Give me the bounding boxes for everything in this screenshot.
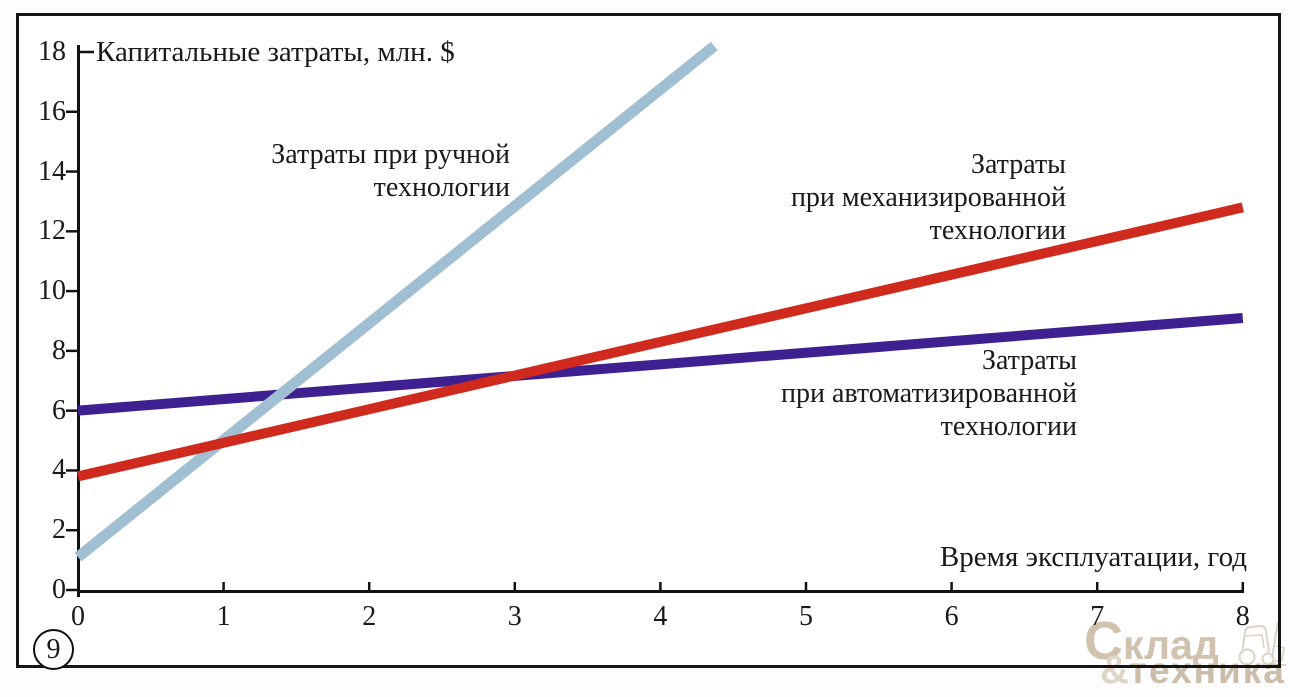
watermark-cap-letter: С <box>1084 611 1123 671</box>
y-tick-label: 12 <box>38 215 66 247</box>
x-tick-label: 4 <box>653 601 668 632</box>
y-tick-label: 14 <box>38 155 66 187</box>
series-label-automated-line1: Затраты <box>981 345 1077 376</box>
x-axis-title: Время эксплуатации, год <box>939 541 1247 573</box>
x-tick-label: 0 <box>71 601 85 632</box>
series-label-automated-line2: при автоматизированной <box>781 378 1077 409</box>
figure-number-badge: 9 <box>33 629 74 670</box>
x-tick-label: 7 <box>1090 601 1105 632</box>
watermark-ampersand: & <box>1100 648 1129 692</box>
watermark-word-sklad: клад <box>1123 622 1219 668</box>
y-tick-label: 0 <box>52 574 66 605</box>
x-tick-label: 1 <box>216 601 231 632</box>
x-tick-label: 8 <box>1235 601 1250 632</box>
series-label-mechanized: Затраты при механизированной технологии <box>791 148 1066 247</box>
series-label-manual-line2: технологии <box>373 172 510 203</box>
series-label-mechanized-line2: при механизированной <box>790 182 1066 213</box>
series-label-automated: Затраты при автоматизированной технологи… <box>781 344 1077 443</box>
series-line-manual <box>74 41 718 562</box>
y-tick-label: 10 <box>38 275 66 307</box>
x-tick-label: 5 <box>799 601 813 632</box>
y-tick-label: 8 <box>52 334 66 366</box>
watermark-row1: Склад <box>1084 614 1219 668</box>
watermark-row2: &техника <box>1100 650 1286 690</box>
y-tick-label: 18 <box>38 35 66 67</box>
y-tick-label: 4 <box>52 454 66 486</box>
y-tick-label: 16 <box>38 95 66 127</box>
series-line-mechanized <box>76 202 1244 482</box>
series-label-manual-line1: Затраты при ручной <box>271 139 510 170</box>
series-label-mechanized-line3: технологии <box>929 215 1066 246</box>
x-tick-label: 2 <box>362 601 377 632</box>
y-tick-label: 2 <box>52 514 66 546</box>
series-label-mechanized-line1: Затраты <box>970 149 1066 180</box>
series-label-manual: Затраты при ручной технологии <box>271 138 510 204</box>
series-label-automated-line3: технологии <box>940 411 1077 442</box>
forklift-icon <box>1238 621 1286 666</box>
axis-ticks <box>66 50 1245 593</box>
watermark-word-tehnika: техника <box>1128 650 1286 691</box>
x-tick-label: 3 <box>507 601 522 632</box>
chart-title: Капитальные затраты, млн. $ <box>96 36 455 68</box>
magazine-watermark: Склад &техника <box>1080 612 1292 696</box>
x-tick-label: 6 <box>944 601 959 632</box>
y-tick-label: 6 <box>52 394 66 426</box>
figure-number-text: 9 <box>46 633 61 665</box>
